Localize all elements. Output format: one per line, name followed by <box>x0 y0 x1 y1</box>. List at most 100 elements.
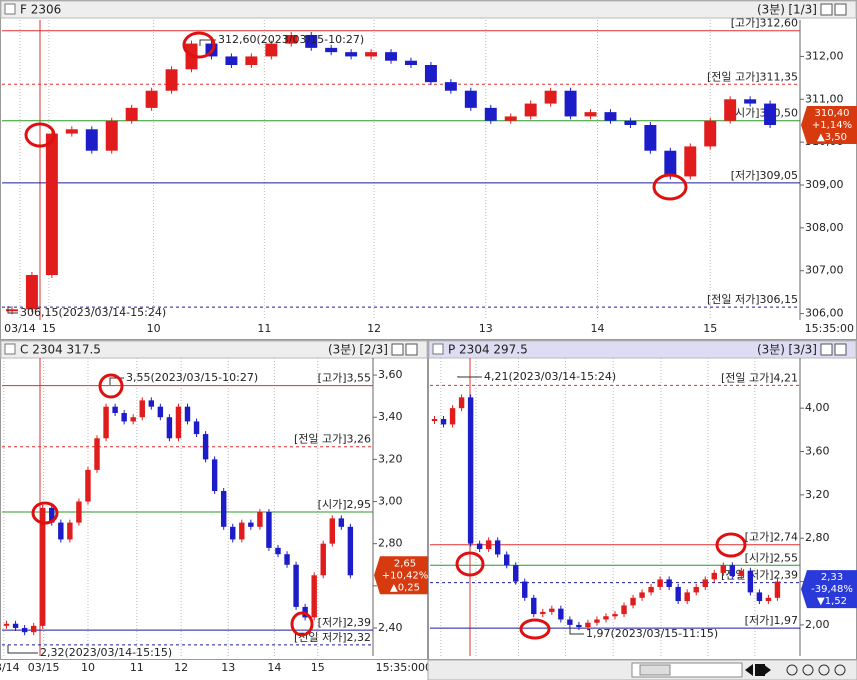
annotation: 1,97(2023/03/15-11:15) <box>586 627 718 640</box>
annotation: 2,32(2023/03/14-15:15) <box>40 646 172 659</box>
candle <box>765 597 772 602</box>
candle <box>193 421 200 435</box>
pane-icon[interactable] <box>4 3 16 15</box>
candle <box>657 579 663 587</box>
last-price: 2,33 <box>821 572 843 583</box>
candle <box>148 400 155 407</box>
chart-pane: C 2304 317.5 (3분)[2/3] 03/14 03/15 10 11 12 13 1… <box>0 340 430 674</box>
candle <box>266 512 272 548</box>
restore-button[interactable] <box>820 343 833 356</box>
pane-icon[interactable] <box>4 343 16 355</box>
zoom-reset[interactable] <box>818 664 830 676</box>
candle <box>139 400 145 418</box>
restore-button[interactable] <box>820 3 833 16</box>
candle <box>285 35 298 44</box>
last-change: -39,48% <box>811 584 853 595</box>
level-label: [고가]2,74 <box>745 531 798 544</box>
level-label: [전일 저가]306,15 <box>707 292 798 306</box>
level-label: [전일 고가]3,26 <box>294 432 371 446</box>
chart-pane: F 2306 (3분) [1/3] 03/14 15 10 11 12 13 14 15 306,00… <box>0 0 857 340</box>
level-label: [저가]309,05 <box>731 169 798 182</box>
annotation: 312,60(2023/03/15-10:27) <box>218 33 364 46</box>
highlight-circle <box>290 611 314 637</box>
candle <box>744 99 757 104</box>
candle <box>211 459 218 491</box>
candle <box>404 60 417 65</box>
candle <box>165 69 178 91</box>
highlight-circle <box>519 618 551 640</box>
candle <box>257 512 263 527</box>
candle <box>49 507 55 523</box>
x-tick-label: 03/14 <box>4 322 36 335</box>
candle <box>225 56 238 65</box>
candle <box>558 608 564 620</box>
scroll-left[interactable] <box>745 664 753 676</box>
close-button[interactable] <box>834 3 847 16</box>
candle <box>675 586 681 602</box>
candle <box>431 419 438 422</box>
y-tick-label: 2,80 <box>378 537 403 550</box>
candle <box>684 146 697 177</box>
pane-index: [1/3] <box>788 3 817 17</box>
period: (3분) <box>757 343 785 357</box>
close-button[interactable] <box>405 343 418 356</box>
candle <box>105 120 118 151</box>
pane-index: [3/3] <box>788 343 817 357</box>
x-tick-label: 12 <box>367 322 381 335</box>
candle <box>704 120 717 147</box>
candle <box>738 570 745 577</box>
annotation-arrow <box>199 39 216 46</box>
level-label: [고가]312,60 <box>731 17 798 30</box>
candle <box>325 47 338 53</box>
candle <box>284 554 290 565</box>
level-label: [저가]1,97 <box>745 614 798 627</box>
close-button[interactable] <box>834 343 847 356</box>
x-tick-label: 15 <box>703 322 717 335</box>
annotation-arrow <box>7 645 38 654</box>
candle <box>540 611 546 615</box>
level-label: [고가]3,55 <box>318 372 371 385</box>
candle <box>484 107 497 121</box>
settings[interactable] <box>834 664 846 676</box>
candle <box>347 526 354 576</box>
x-tick-label: 13 <box>479 322 493 335</box>
highlight-circle <box>455 551 485 577</box>
candle <box>524 103 537 117</box>
candle <box>612 614 618 617</box>
candle <box>603 616 609 620</box>
annotation: 306,15(2023/03/14-15:24) <box>20 306 166 319</box>
candle <box>12 623 19 628</box>
candle <box>275 547 281 555</box>
pane-icon[interactable] <box>432 343 444 355</box>
candle <box>130 417 136 422</box>
chart-title: C 2304 317.5 <box>20 343 101 357</box>
candle <box>764 103 777 125</box>
last-diff: ▲3,50 <box>817 132 847 143</box>
candle <box>166 417 173 439</box>
candle <box>549 608 555 612</box>
candle <box>711 572 717 580</box>
last-change: +1,14% <box>812 120 852 131</box>
candle <box>504 554 510 566</box>
level-label: [시가]2,95 <box>318 498 371 511</box>
candle <box>175 406 182 439</box>
candle <box>639 592 645 598</box>
candle <box>467 397 474 544</box>
last-price-box <box>801 106 857 144</box>
x-tick-label: 11 <box>257 322 271 335</box>
y-tick-label: 3,20 <box>378 452 403 465</box>
restore-button[interactable] <box>391 343 404 356</box>
level-label: [저가]2,39 <box>318 616 371 629</box>
scroll-thumb[interactable] <box>639 664 671 676</box>
annotation: 4,21(2023/03/14-15:24) <box>484 370 616 383</box>
candle <box>544 90 557 104</box>
candle <box>145 90 158 108</box>
zoom-out[interactable] <box>802 664 814 676</box>
title-bar <box>0 0 857 19</box>
stop-button[interactable] <box>755 664 765 676</box>
candle <box>729 565 736 577</box>
candle <box>648 586 654 593</box>
candle <box>45 133 58 275</box>
zoom-in[interactable] <box>786 664 798 676</box>
candle <box>724 99 737 121</box>
